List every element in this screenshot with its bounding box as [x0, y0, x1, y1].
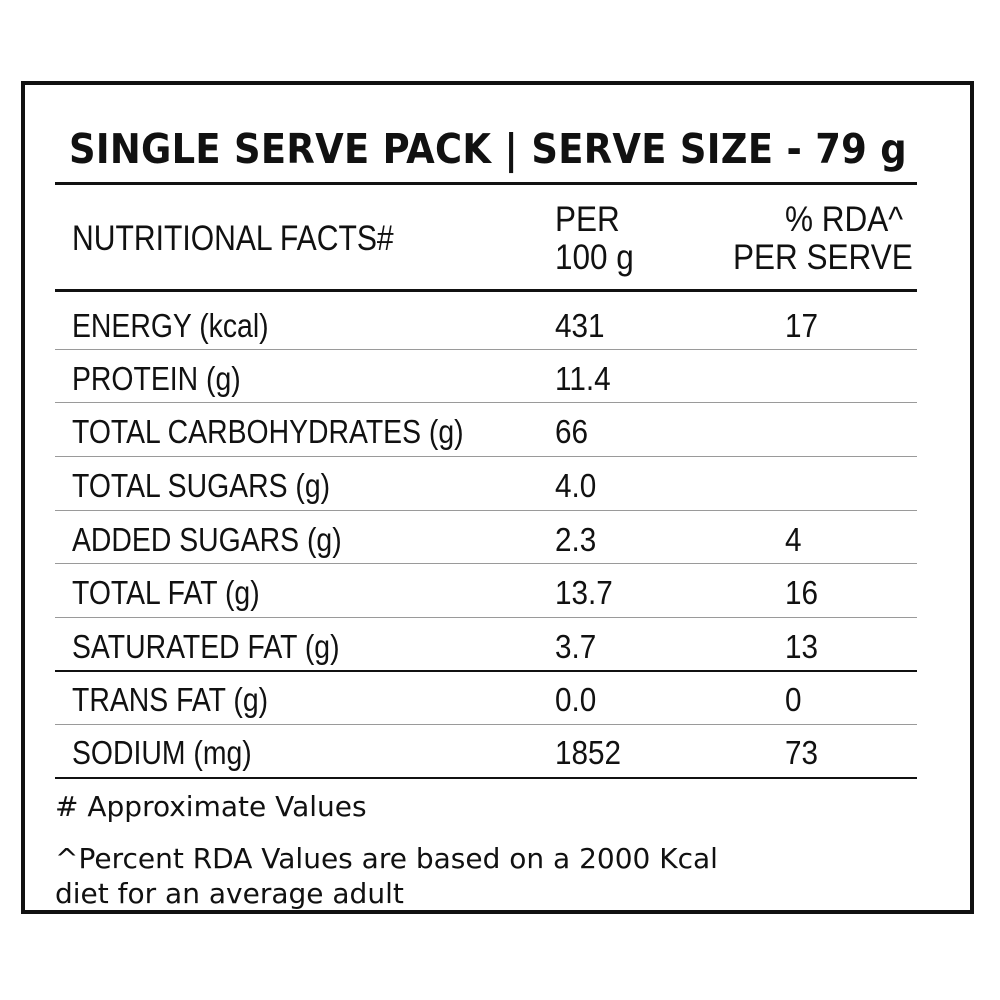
row-sodium-per100: 1852 — [555, 734, 622, 771]
header-per-line1: PER — [555, 200, 620, 239]
footnote-approximate: # Approximate Values — [55, 790, 367, 823]
header-rule — [55, 289, 917, 292]
footnote-rda-line1: ^Percent RDA Values are based on a 2000 … — [55, 842, 718, 875]
row-added-sugars-label: ADDED SUGARS (g) — [72, 521, 342, 558]
row-total-fat-rda: 16 — [785, 574, 819, 611]
row-total-fat-per100: 13.7 — [555, 574, 613, 611]
header-nutritional-facts: NUTRITIONAL FACTS# — [72, 219, 394, 258]
row-saturated-fat-rda: 13 — [785, 628, 819, 665]
footnote-rda-line2: diet for an average adult — [55, 877, 404, 910]
row-total-fat-label: TOTAL FAT (g) — [72, 574, 260, 611]
row-total-sugars-per100: 4.0 — [555, 467, 597, 504]
row-added-sugars-per100: 2.3 — [555, 521, 597, 558]
title-rule — [55, 182, 917, 185]
serve-size-title: SINGLE SERVE PACK | SERVE SIZE - 79 g — [69, 125, 907, 173]
row-trans-fat-rda: 0 — [785, 681, 802, 718]
row-energy-rda: 17 — [785, 307, 819, 344]
row-divider — [55, 617, 917, 618]
row-carbs-per100: 66 — [555, 413, 589, 450]
row-protein-label: PROTEIN (g) — [72, 360, 241, 397]
row-divider — [55, 510, 917, 511]
header-per-line2: 100 g — [555, 238, 634, 277]
row-saturated-fat-per100: 3.7 — [555, 628, 597, 665]
row-divider — [55, 670, 917, 672]
row-divider — [55, 402, 917, 403]
row-carbs-label: TOTAL CARBOHYDRATES (g) — [72, 413, 464, 450]
row-saturated-fat-label: SATURATED FAT (g) — [72, 628, 340, 665]
row-energy-per100: 431 — [555, 307, 605, 344]
row-sodium-label: SODIUM (mg) — [72, 734, 252, 771]
header-rda-line1: % RDA^ — [785, 200, 904, 239]
row-divider — [55, 349, 917, 350]
row-trans-fat-label: TRANS FAT (g) — [72, 681, 269, 718]
row-trans-fat-per100: 0.0 — [555, 681, 597, 718]
row-added-sugars-rda: 4 — [785, 521, 802, 558]
header-rda-line2: PER SERVE — [733, 238, 913, 277]
row-sodium-rda: 73 — [785, 734, 819, 771]
row-total-sugars-label: TOTAL SUGARS (g) — [72, 467, 331, 504]
row-divider — [55, 563, 917, 564]
nutrition-facts-panel: SINGLE SERVE PACK | SERVE SIZE - 79 g NU… — [21, 81, 974, 914]
row-energy-label: ENERGY (kcal) — [72, 307, 269, 344]
table-bottom-rule — [55, 777, 917, 779]
row-protein-per100: 11.4 — [555, 360, 611, 397]
row-divider — [55, 456, 917, 457]
row-divider — [55, 724, 917, 725]
